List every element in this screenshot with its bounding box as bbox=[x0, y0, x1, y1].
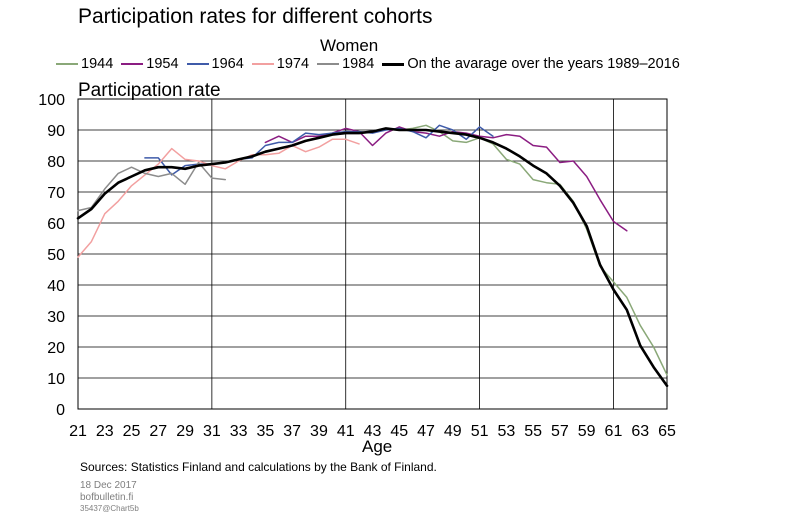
x-axis-label: Age bbox=[362, 437, 393, 456]
legend-item-1944: 1944 bbox=[56, 56, 113, 72]
x-tick-label: 35 bbox=[257, 423, 275, 440]
legend-swatch bbox=[317, 63, 340, 65]
legend-swatch bbox=[382, 62, 405, 66]
legend-swatch bbox=[56, 63, 78, 65]
series-line-1944 bbox=[398, 124, 668, 376]
y-tick-label: 10 bbox=[47, 371, 65, 388]
x-tick-label: 65 bbox=[658, 423, 676, 440]
legend-swatch bbox=[186, 63, 209, 65]
x-tick-label: 47 bbox=[417, 423, 435, 440]
series-line-average bbox=[76, 127, 669, 388]
x-tick-label: 55 bbox=[524, 423, 542, 440]
legend-swatch bbox=[121, 63, 144, 65]
series-line-1974 bbox=[77, 138, 360, 258]
legend-item-1984: 1984 bbox=[317, 56, 374, 72]
legend-label: On the avarage over the years 1989–2016 bbox=[407, 56, 680, 72]
source-note: Sources: Statistics Finland and calculat… bbox=[80, 460, 437, 474]
legend-swatch bbox=[251, 63, 274, 65]
y-tick-label: 100 bbox=[38, 92, 65, 109]
x-tick-label: 51 bbox=[471, 423, 489, 440]
series-line-1954 bbox=[264, 126, 628, 232]
legend-label: 1974 bbox=[276, 56, 310, 72]
y-tick-label: 60 bbox=[47, 216, 65, 233]
legend-item-1954: 1954 bbox=[121, 56, 179, 72]
x-tick-label: 23 bbox=[96, 423, 114, 440]
legend-label: 1964 bbox=[211, 56, 244, 72]
legend: 1944 1954 1964 1974 1984 On the avarage … bbox=[56, 56, 688, 72]
x-tick-label: 45 bbox=[390, 423, 408, 440]
x-tick-label: 31 bbox=[203, 423, 221, 440]
x-tick-label: 37 bbox=[283, 423, 301, 440]
y-tick-label: 40 bbox=[47, 278, 65, 295]
x-tick-label: 39 bbox=[310, 423, 328, 440]
publish-date: 18 Dec 2017 bbox=[80, 480, 137, 491]
y-tick-label: 80 bbox=[47, 154, 65, 171]
legend-item-1974: 1974 bbox=[251, 56, 310, 72]
x-tick-label: 43 bbox=[364, 423, 382, 440]
y-tick-label: 70 bbox=[47, 185, 65, 202]
x-tick-label: 41 bbox=[337, 423, 355, 440]
x-tick-label: 21 bbox=[69, 423, 87, 440]
legend-item-1964: 1964 bbox=[186, 56, 244, 72]
legend-label: 1954 bbox=[146, 56, 179, 72]
y-tick-label: 90 bbox=[47, 123, 65, 140]
chart-title: Participation rates for different cohort… bbox=[78, 5, 433, 28]
y-axis-label: Participation rate bbox=[78, 80, 221, 101]
x-tick-label: 33 bbox=[230, 423, 248, 440]
x-tick-label: 59 bbox=[578, 423, 596, 440]
chart-code: 35437@Chart5b bbox=[80, 504, 139, 513]
x-tick-label: 25 bbox=[123, 423, 141, 440]
x-tick-label: 29 bbox=[176, 423, 194, 440]
chart-subtitle: Women bbox=[320, 36, 379, 55]
x-tick-label: 61 bbox=[605, 423, 623, 440]
x-tick-label: 27 bbox=[149, 423, 167, 440]
y-tick-label: 0 bbox=[56, 402, 65, 419]
legend-item-average: On the avarage over the years 1989–2016 bbox=[382, 56, 680, 72]
y-tick-label: 30 bbox=[47, 309, 65, 326]
x-tick-label: 63 bbox=[631, 423, 649, 440]
site-name: bofbulletin.fi bbox=[80, 492, 134, 503]
x-tick-label: 53 bbox=[497, 423, 515, 440]
x-tick-label: 49 bbox=[444, 423, 462, 440]
legend-label: 1944 bbox=[81, 56, 114, 72]
legend-label: 1984 bbox=[342, 56, 375, 72]
y-tick-label: 50 bbox=[47, 247, 65, 264]
y-tick-label: 20 bbox=[47, 340, 65, 357]
x-tick-label: 57 bbox=[551, 423, 569, 440]
